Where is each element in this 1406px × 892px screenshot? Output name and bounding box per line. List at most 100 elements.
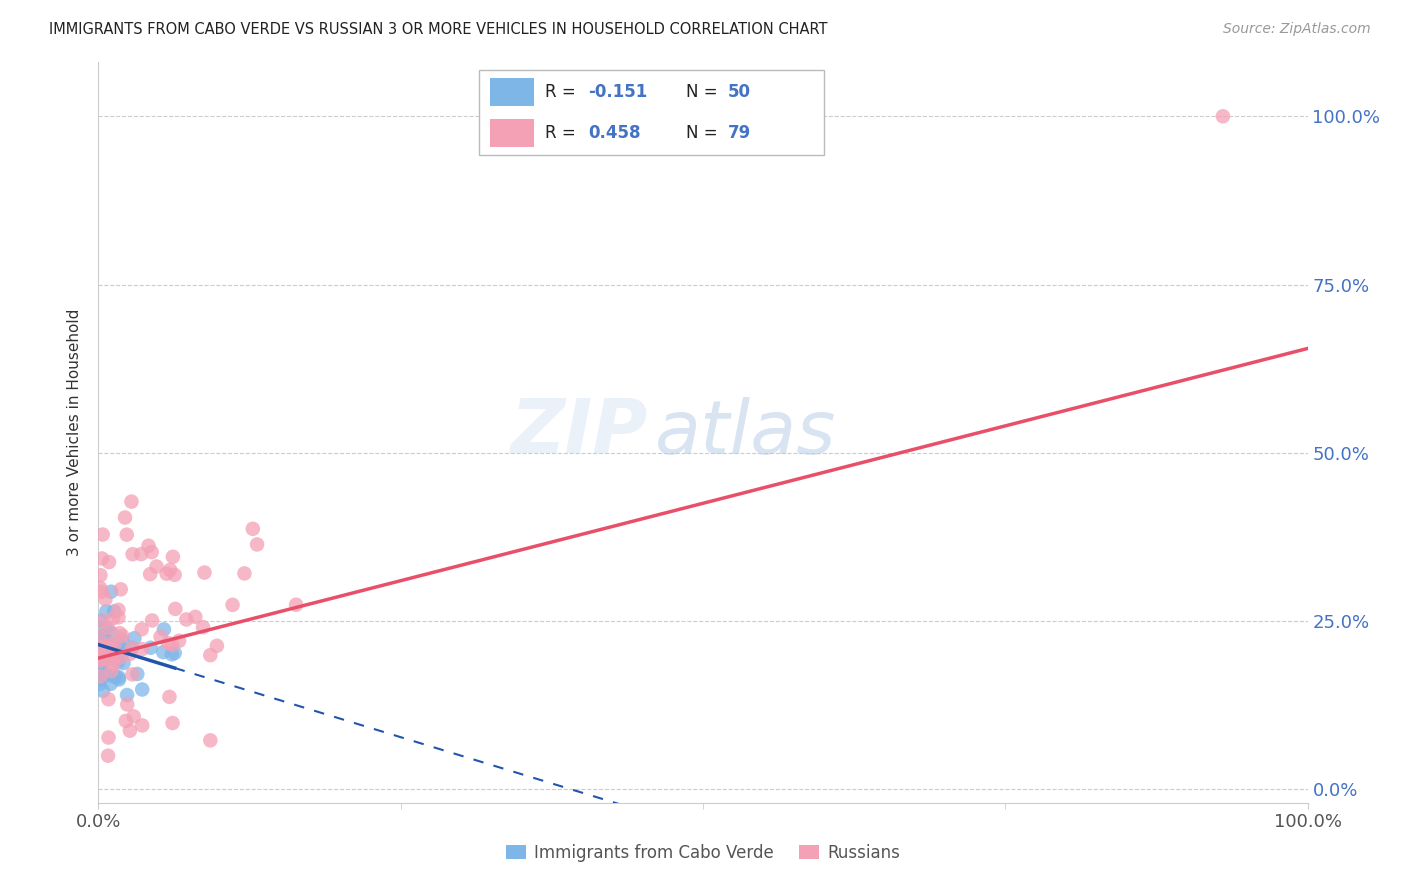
Text: IMMIGRANTS FROM CABO VERDE VS RUSSIAN 3 OR MORE VEHICLES IN HOUSEHOLD CORRELATIO: IMMIGRANTS FROM CABO VERDE VS RUSSIAN 3 … [49, 22, 828, 37]
Point [160, 648, 183, 662]
Point [100, 636, 122, 650]
Text: atlas: atlas [655, 397, 837, 468]
Point [91, 629, 114, 643]
Point [97, 668, 120, 682]
Point [122, 709, 145, 723]
Legend: Immigrants from Cabo Verde, Russians: Immigrants from Cabo Verde, Russians [499, 838, 907, 869]
Point [131, 622, 153, 636]
Point [107, 610, 129, 624]
Point [89, 654, 111, 668]
Point [87, 629, 110, 643]
Point [94, 592, 117, 607]
Point [285, 598, 308, 612]
Point [91, 641, 114, 656]
Point [94, 621, 117, 635]
Point [94, 654, 117, 668]
Point [90, 669, 112, 683]
Point [104, 638, 127, 652]
Point [108, 626, 131, 640]
Point [121, 547, 143, 561]
Point [115, 688, 138, 702]
Point [159, 563, 181, 577]
Point [90, 633, 112, 648]
Y-axis label: 3 or more Vehicles in Household: 3 or more Vehicles in Household [67, 309, 83, 557]
Point [242, 522, 264, 536]
Point [127, 667, 149, 681]
Point [91, 527, 114, 541]
Point [221, 598, 243, 612]
Point [91, 614, 114, 628]
Point [96, 604, 118, 618]
Point [138, 539, 160, 553]
Point [145, 559, 167, 574]
Point [87, 640, 110, 655]
Point [200, 648, 222, 662]
Point [97, 748, 120, 763]
Point [90, 584, 112, 599]
Point [165, 602, 187, 616]
Point [91, 667, 114, 681]
Point [139, 640, 162, 655]
Point [163, 646, 186, 660]
Point [101, 611, 124, 625]
Point [100, 677, 122, 691]
Point [91, 652, 114, 666]
Point [90, 551, 112, 566]
Point [91, 630, 114, 644]
Point [117, 698, 139, 712]
Point [97, 621, 120, 635]
Point [163, 567, 186, 582]
Point [96, 648, 118, 662]
Point [97, 692, 120, 706]
Point [159, 690, 181, 704]
Point [121, 494, 143, 508]
Point [91, 683, 114, 698]
Point [176, 612, 198, 626]
Point [167, 633, 190, 648]
Point [110, 650, 132, 665]
Point [184, 610, 207, 624]
Point [97, 731, 120, 745]
Point [90, 614, 112, 628]
Point [87, 641, 110, 656]
Point [103, 651, 125, 665]
Point [121, 640, 143, 655]
Point [87, 648, 110, 663]
Point [107, 655, 129, 669]
Point [141, 545, 163, 559]
Point [89, 677, 111, 691]
Point [246, 537, 269, 551]
Point [90, 630, 112, 644]
Point [114, 510, 136, 524]
Point [162, 638, 184, 652]
Point [131, 718, 153, 732]
Point [100, 626, 122, 640]
Point [98, 643, 121, 657]
Point [112, 656, 135, 670]
Point [107, 645, 129, 659]
Point [205, 639, 228, 653]
Point [129, 547, 152, 561]
Point [193, 566, 215, 580]
Point [115, 527, 138, 541]
Point [157, 636, 180, 650]
Point [139, 567, 162, 582]
Point [107, 670, 129, 684]
Point [152, 645, 174, 659]
Point [111, 629, 134, 643]
Point [103, 638, 125, 652]
Point [111, 632, 134, 647]
Point [1212, 109, 1234, 123]
Point [100, 584, 122, 599]
Point [114, 714, 136, 728]
Point [131, 642, 153, 657]
Point [131, 682, 153, 697]
Point [97, 643, 120, 657]
Point [191, 620, 214, 634]
Point [233, 566, 256, 581]
Point [124, 632, 146, 646]
Point [104, 669, 127, 683]
Point [96, 637, 118, 651]
Point [153, 623, 176, 637]
Point [114, 643, 136, 657]
